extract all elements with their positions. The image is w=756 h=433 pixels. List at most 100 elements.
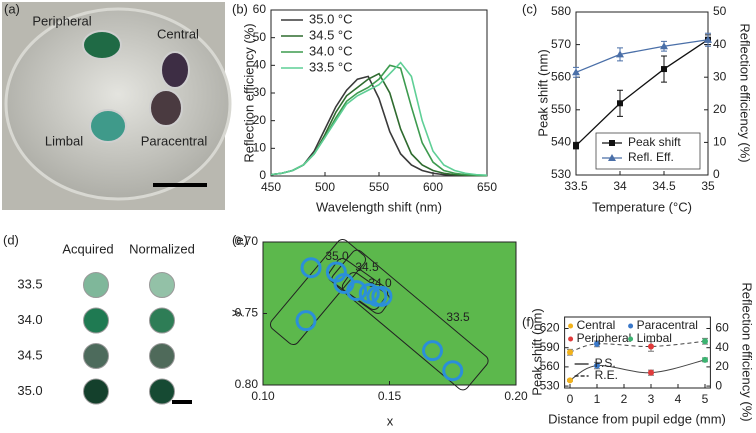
y2-tick-label: 60 bbox=[715, 321, 729, 335]
legend-marker bbox=[609, 140, 615, 146]
marker bbox=[573, 142, 579, 149]
x-tick-label: 3 bbox=[648, 392, 655, 406]
legend-label: Peak shift bbox=[628, 135, 681, 149]
x-tick-label: 600 bbox=[423, 180, 443, 194]
scale-bar bbox=[172, 400, 192, 404]
legend-marker bbox=[568, 323, 574, 329]
annotation-label: 34.5 bbox=[355, 260, 379, 274]
x-tick-label: 0 bbox=[567, 392, 574, 406]
column-header: Acquired bbox=[62, 241, 113, 256]
y-tick-label: 560 bbox=[540, 359, 560, 373]
legend-label: Peripheral bbox=[577, 331, 632, 345]
x-tick-label: 2 bbox=[621, 392, 628, 406]
series-line bbox=[270, 64, 488, 177]
lens bbox=[89, 109, 127, 143]
scatter-point bbox=[567, 377, 573, 384]
y-tick-label: 540 bbox=[551, 135, 571, 149]
y-tick-label: 0 bbox=[259, 168, 266, 182]
series-line bbox=[575, 39, 709, 73]
marker bbox=[704, 35, 712, 43]
y-tick-label: 620 bbox=[540, 321, 560, 335]
row-label: 33.5 bbox=[17, 276, 42, 291]
y-tick-label: 20 bbox=[253, 113, 267, 127]
row-label: 35.0 bbox=[17, 383, 42, 398]
lens bbox=[82, 30, 122, 60]
legend-label: 33.5 °C bbox=[309, 59, 353, 74]
normalized-image bbox=[149, 378, 175, 405]
x-tick-label: 34 bbox=[613, 179, 627, 193]
scatter-point bbox=[594, 362, 600, 369]
marker bbox=[661, 66, 667, 73]
x-axis-label: Temperature (°C) bbox=[592, 199, 692, 214]
legend-marker bbox=[608, 154, 616, 161]
series-line bbox=[575, 39, 709, 147]
y-tick-label: 0.70 bbox=[235, 234, 259, 248]
annotation-label: 35.0 bbox=[325, 249, 349, 263]
y2-tick-label: 0 bbox=[713, 167, 720, 181]
scatter-point bbox=[300, 257, 322, 279]
legend-label: R.E. bbox=[595, 368, 618, 382]
panel-label: (f) bbox=[522, 314, 534, 329]
y2-tick-label: 10 bbox=[713, 135, 727, 149]
acquired-image bbox=[83, 343, 109, 369]
x-tick-label: 450 bbox=[261, 180, 281, 194]
scatter-point bbox=[702, 338, 708, 345]
y-axis-label: Reflection efficiency (%) bbox=[241, 23, 256, 162]
marker bbox=[616, 50, 624, 58]
x-tick-label: 0.20 bbox=[504, 389, 528, 403]
plot-area bbox=[575, 11, 709, 176]
chart-panel: 33.5 34 34.5 35 530 540 550 560 570 580 0 10 20 30 40 5… bbox=[522, 1, 753, 214]
legend-label: 34.5 °C bbox=[309, 27, 353, 42]
legend-label: P.S. bbox=[595, 356, 616, 370]
normalized-image bbox=[149, 272, 175, 298]
lens-label: Limbal bbox=[45, 133, 83, 148]
panel-label: (b) bbox=[232, 1, 248, 16]
legend-label: Limbal bbox=[637, 331, 672, 345]
panel-label: (e) bbox=[232, 232, 248, 247]
marker bbox=[617, 100, 623, 107]
y-tick-label: 530 bbox=[551, 167, 571, 181]
annotation-label: 33.5 bbox=[446, 310, 470, 324]
column-header: Normalized bbox=[129, 241, 195, 256]
x-axis-label: Distance from pupil edge (mm) bbox=[548, 411, 726, 426]
y-axis-label: Peak shift (nm) bbox=[529, 308, 544, 395]
panel-label: (d) bbox=[3, 232, 19, 247]
y2-tick-label: 30 bbox=[713, 69, 727, 83]
lens bbox=[149, 89, 183, 127]
y-axis-label: y bbox=[227, 309, 242, 316]
acquired-image bbox=[83, 307, 109, 334]
y-tick-label: 50 bbox=[253, 30, 267, 44]
scatter-point bbox=[567, 349, 573, 356]
legend-label: Refl. Eff. bbox=[628, 150, 674, 164]
x-tick-label: 1 bbox=[594, 392, 601, 406]
scatter-point bbox=[371, 285, 393, 307]
y-tick-label: 580 bbox=[551, 4, 571, 18]
lens-label: Peripheral bbox=[32, 13, 91, 28]
series-line bbox=[270, 72, 488, 177]
legend-box bbox=[595, 132, 701, 170]
photo-panel: (a) Peripheral Central Limbal Paracentra… bbox=[2, 1, 232, 210]
y-axis-label: Peak shift (nm) bbox=[535, 49, 550, 136]
lens-label: Central bbox=[157, 26, 199, 41]
panel-label: (c) bbox=[522, 1, 537, 16]
y2-axis-label: Reflection efficiency (%) bbox=[740, 282, 755, 421]
y2-tick-label: 0 bbox=[715, 378, 722, 392]
scatter-point bbox=[346, 280, 368, 302]
x-tick-label: 34.5 bbox=[652, 179, 676, 193]
row-label: 34.5 bbox=[17, 347, 42, 362]
legend-label: 35.0 °C bbox=[309, 11, 353, 26]
trend-line bbox=[569, 340, 706, 353]
series-line bbox=[270, 61, 488, 176]
lens bbox=[160, 51, 190, 89]
normalized-image bbox=[149, 343, 175, 369]
x-tick-label: 33.5 bbox=[564, 179, 588, 193]
legend-marker bbox=[568, 336, 574, 342]
y-tick-label: 30 bbox=[253, 85, 267, 99]
x-tick-label: 35 bbox=[701, 179, 715, 193]
chart-panel: 0 1 2 3 4 5 530 560 590 620 0 20 40 60 (f) Distance fro… bbox=[522, 282, 755, 426]
trend-line bbox=[569, 359, 706, 381]
y2-tick-label: 40 bbox=[715, 340, 729, 354]
y-tick-label: 570 bbox=[551, 37, 571, 51]
x-tick-label: 5 bbox=[702, 392, 709, 406]
